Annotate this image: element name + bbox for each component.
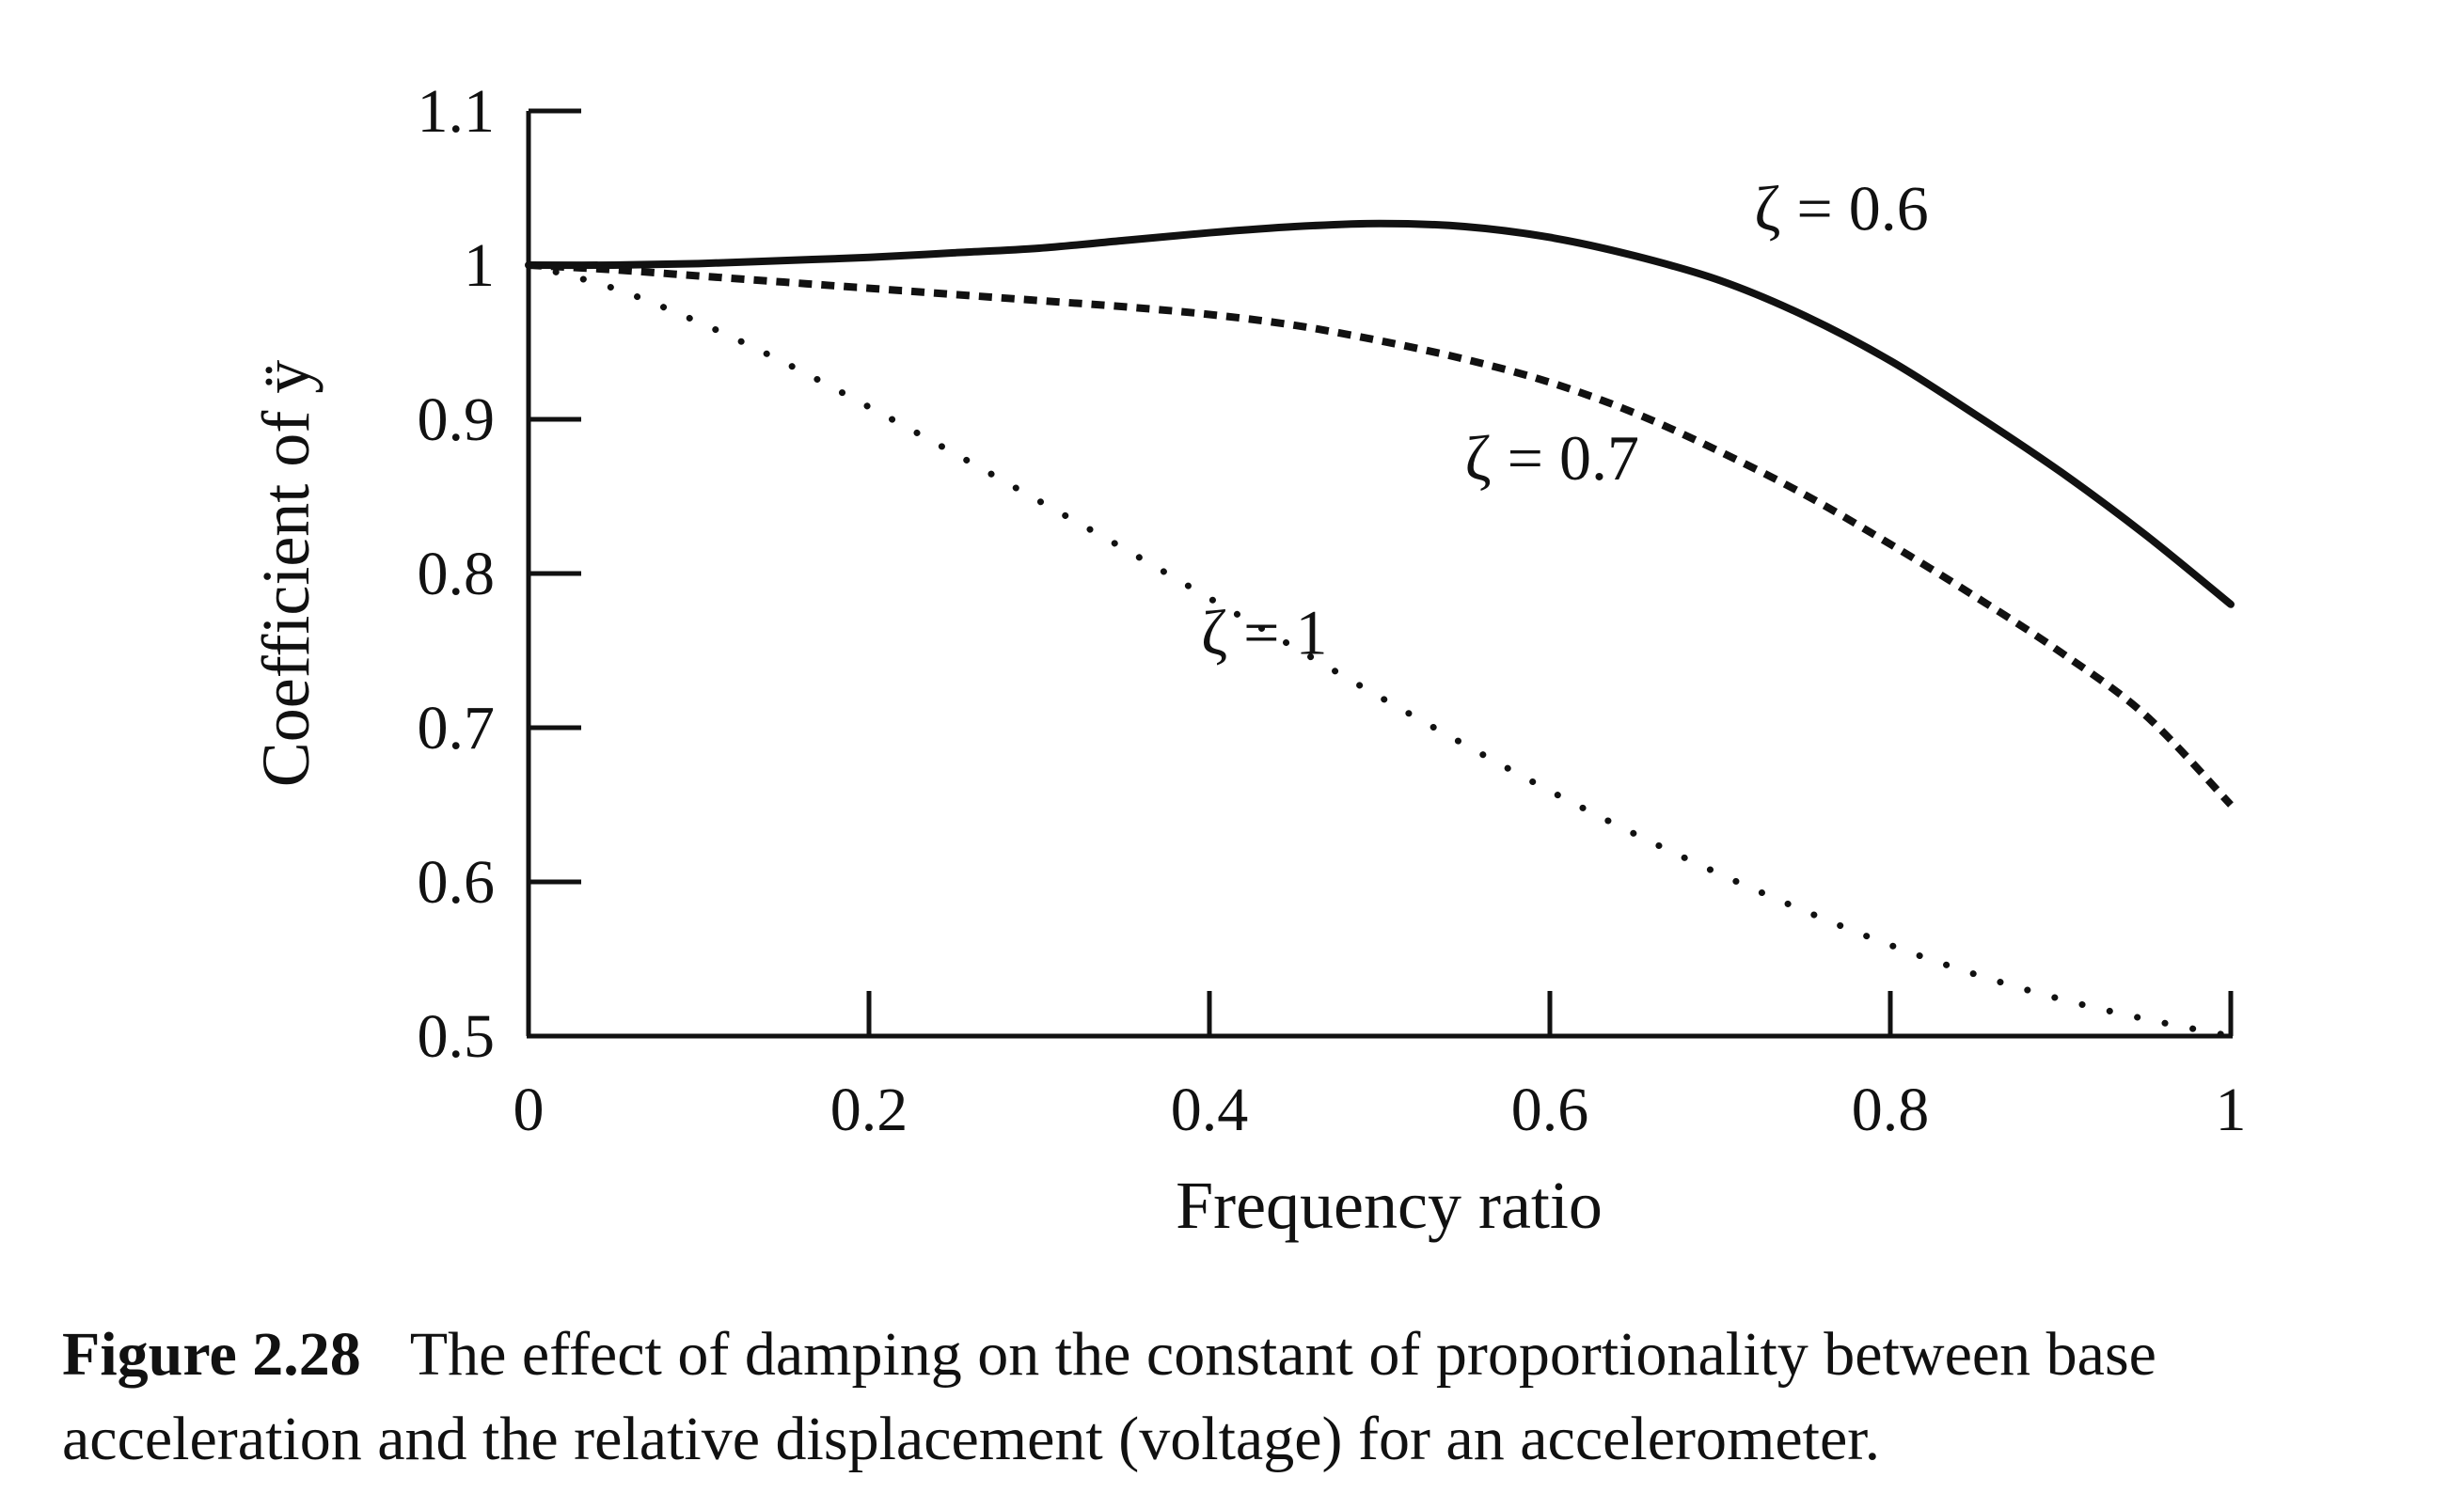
series-line-2 — [525, 261, 2235, 1040]
y-tick-label: 0.9 — [418, 385, 496, 454]
x-axis-title: Frequency ratio — [1176, 1168, 1603, 1243]
x-tick-label: 0 — [513, 1076, 545, 1144]
x-tick-label: 0.2 — [830, 1076, 908, 1144]
series-line-1 — [528, 261, 2234, 808]
x-tick-label: 1 — [2216, 1076, 2247, 1144]
series-label: ζ = 0.7 — [1465, 422, 1640, 494]
x-tick-label: 0.4 — [1171, 1076, 1249, 1144]
x-tick-label: 0.6 — [1511, 1076, 1589, 1144]
series-line-0 — [525, 219, 2235, 608]
series-label: ζ = 0.6 — [1754, 172, 1929, 244]
y-tick-label: 0.7 — [418, 694, 496, 762]
figure-caption: Figure 2.28 The effect of damping on the … — [62, 1312, 2432, 1482]
caption-number: Figure 2.28 — [62, 1320, 361, 1389]
chart: 0.5 0.6 0.7 0.8 0.9 1 1.1 0 0.2 0.4 0.6 0.8 1 Frequen… — [248, 77, 2247, 1243]
y-tick-label: 0.6 — [418, 848, 496, 917]
y-tick-label: 0.8 — [418, 540, 496, 608]
x-tick-label: 0.8 — [1852, 1076, 1930, 1144]
y-tick-label: 1 — [464, 231, 495, 300]
y-axis-title: Coefficient of ÿ — [248, 360, 324, 788]
y-tick-label: 0.5 — [418, 1002, 496, 1071]
series-label: ζ = 1 — [1201, 596, 1328, 668]
y-tick-label: 1.1 — [418, 77, 496, 146]
caption-text: The effect of damping on the constant of… — [62, 1320, 2156, 1473]
